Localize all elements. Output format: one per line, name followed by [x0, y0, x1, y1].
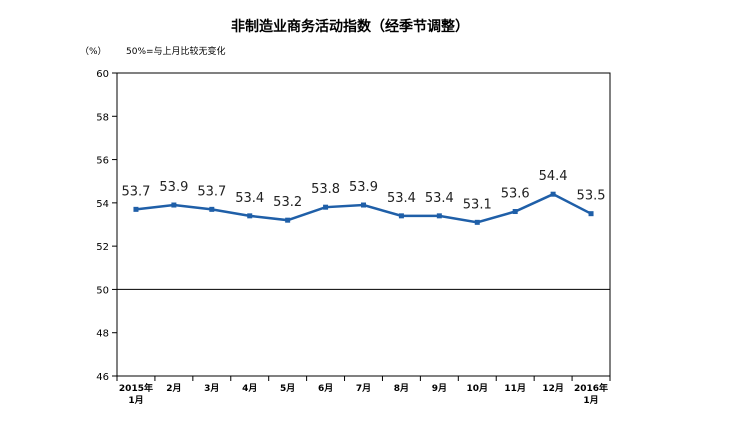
data-label: 53.4 — [235, 191, 264, 206]
x-tick-label: 2016年 1月 — [574, 382, 608, 406]
y-tick-label: 48 — [96, 329, 109, 340]
x-tick-label-line: 10月 — [467, 383, 489, 394]
data-label: 53.9 — [349, 180, 378, 195]
x-tick-label-line: 6月 — [318, 383, 333, 394]
x-tick-label: 3月 — [204, 383, 219, 394]
x-tick-label: 6月 — [318, 383, 333, 394]
x-tick-label-line: 8月 — [394, 383, 409, 394]
data-label: 53.7 — [197, 184, 226, 199]
y-tick-label: 58 — [96, 112, 109, 123]
data-label: 54.4 — [539, 169, 568, 184]
data-label: 53.1 — [463, 197, 492, 212]
y-tick-label: 52 — [96, 242, 109, 253]
data-point — [361, 202, 366, 208]
x-tick-label: 12月 — [542, 383, 564, 394]
y-tick-label: 46 — [96, 372, 109, 383]
data-point — [285, 217, 291, 223]
data-point — [323, 204, 329, 210]
data-label: 53.4 — [387, 191, 416, 206]
x-tick-label: 2015年 1月 — [119, 382, 153, 406]
data-point — [588, 211, 594, 217]
data-point — [171, 202, 177, 208]
data-point — [436, 213, 442, 219]
data-point — [512, 209, 518, 215]
data-point — [474, 219, 480, 225]
x-tick-label-line: 11月 — [504, 383, 526, 394]
x-tick-label-line: 7月 — [356, 383, 371, 394]
y-tick-label: 60 — [96, 69, 109, 80]
data-label: 53.9 — [159, 180, 188, 195]
data-point — [398, 213, 404, 219]
series-markers — [133, 191, 594, 225]
data-labels: 53.7 53.9 53.7 53.4 53.2 53.8 53.9 53.4 53.4 53.1… — [121, 169, 605, 212]
x-tick-label: 2月 — [166, 383, 181, 394]
y-tick-label: 54 — [96, 199, 109, 210]
reference-note: 50%=与上月比较无变化 — [126, 45, 226, 57]
data-label: 53.7 — [121, 184, 150, 199]
x-tick-label: 8月 — [394, 383, 409, 394]
data-label: 53.8 — [311, 182, 340, 197]
y-tick-label: 56 — [96, 156, 109, 167]
y-tick-label: 50 — [96, 285, 109, 296]
x-tick-label-line: 2月 — [166, 383, 181, 394]
data-point — [209, 206, 215, 212]
chart-title: 非制造业商务活动指数（经季节调整） — [231, 18, 469, 35]
x-tick-label: 4月 — [242, 383, 257, 394]
x-tick-label-line: 2015年 — [119, 382, 153, 394]
data-point — [133, 206, 139, 212]
x-tick-label-line: 9月 — [432, 383, 447, 394]
y-axis-ticks: 46 48 50 52 54 56 58 60 — [96, 69, 117, 383]
x-tick-label: 10月 — [467, 383, 489, 394]
x-tick-label-line: 3月 — [204, 383, 219, 394]
x-tick-label: 9月 — [432, 383, 447, 394]
x-tick-label: 11月 — [504, 383, 526, 394]
data-point — [247, 213, 253, 219]
data-label: 53.6 — [501, 187, 530, 202]
y-unit-label: （%） — [80, 46, 107, 57]
x-tick-label-line: 2016年 — [574, 382, 608, 394]
x-tick-label-line: 5月 — [280, 383, 295, 394]
x-tick-label-line: 4月 — [242, 383, 257, 394]
data-label: 53.5 — [577, 189, 606, 204]
x-tick-label-line: 1月 — [583, 395, 598, 406]
data-label: 53.4 — [425, 191, 454, 206]
data-label: 53.2 — [273, 195, 302, 210]
x-tick-label: 7月 — [356, 383, 371, 394]
x-tick-label-line: 1月 — [128, 395, 143, 406]
plot-area — [116, 72, 611, 377]
data-point — [550, 191, 556, 197]
x-tick-label: 5月 — [280, 383, 295, 394]
x-tick-label-line: 12月 — [542, 383, 564, 394]
